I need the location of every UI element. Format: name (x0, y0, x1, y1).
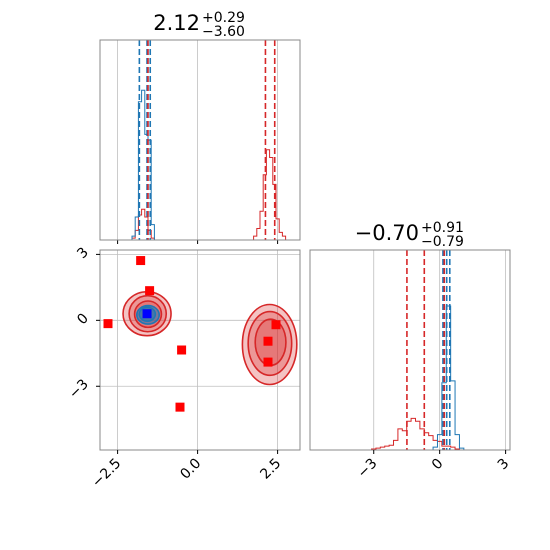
x-marginal-panel (99, 39, 301, 244)
y-marginal-x-tick-label: 0 (429, 456, 447, 474)
joint-red-marker (103, 319, 113, 329)
title-y-param: −0.70 +0.91 −0.79 (355, 220, 464, 250)
y-marginal-x-ticks: −3 0 3 (355, 450, 513, 482)
joint-red-marker (271, 320, 281, 330)
joint-red-marker (263, 336, 273, 346)
joint-red-marker (263, 357, 273, 367)
y-marginal-blue-histogram (310, 305, 508, 451)
y-marginal-x-tick-label: 3 (495, 456, 513, 474)
joint-blue-marker (142, 309, 152, 319)
x-marginal-frame (99, 39, 301, 241)
joint-y-ticks: 3 0 −3 (66, 244, 100, 402)
joint-x-tick-label: 2.5 (257, 456, 284, 483)
joint-y-tick-label: 0 (74, 310, 92, 328)
joint-x-tick-label: 0.0 (177, 456, 204, 483)
y-marginal-frame (309, 249, 511, 451)
y-marginal-x-tick-label: −3 (355, 456, 381, 482)
joint-x-tick-label: −2.5 (89, 456, 124, 491)
joint-frame (99, 249, 301, 451)
title-y-main: −0.70 (355, 221, 419, 245)
x-marginal-quantile-lines (138, 40, 276, 240)
title-x-param: 2.12 +0.29 −3.60 (153, 10, 245, 40)
title-x-sub: −3.60 (202, 24, 245, 40)
x-marginal-red-histogram (100, 149, 299, 241)
y-marginal-grid (373, 250, 507, 450)
title-y-sup: +0.91 (421, 220, 464, 236)
y-marginal-red-histogram (310, 417, 508, 451)
joint-markers (103, 256, 281, 412)
x-marginal-blue-histogram (100, 89, 299, 241)
joint-red-marker (145, 286, 155, 296)
y-marginal-quantile-lines (406, 250, 451, 450)
title-y-sub: −0.79 (421, 234, 464, 250)
joint-panel: 3 0 −3 −2.5 0.0 2.5 (66, 244, 301, 491)
joint-y-tick-label: −3 (66, 376, 92, 402)
joint-y-tick-label: 3 (74, 244, 92, 262)
y-marginal-panel: −3 0 3 (309, 249, 513, 482)
title-x-main: 2.12 (153, 11, 200, 35)
x-marginal-grid (117, 40, 279, 244)
joint-red-marker (175, 402, 185, 412)
joint-x-ticks: −2.5 0.0 2.5 (89, 450, 284, 491)
joint-red-marker (136, 256, 146, 266)
title-x-sup: +0.29 (202, 10, 245, 26)
joint-red-marker (177, 345, 187, 355)
